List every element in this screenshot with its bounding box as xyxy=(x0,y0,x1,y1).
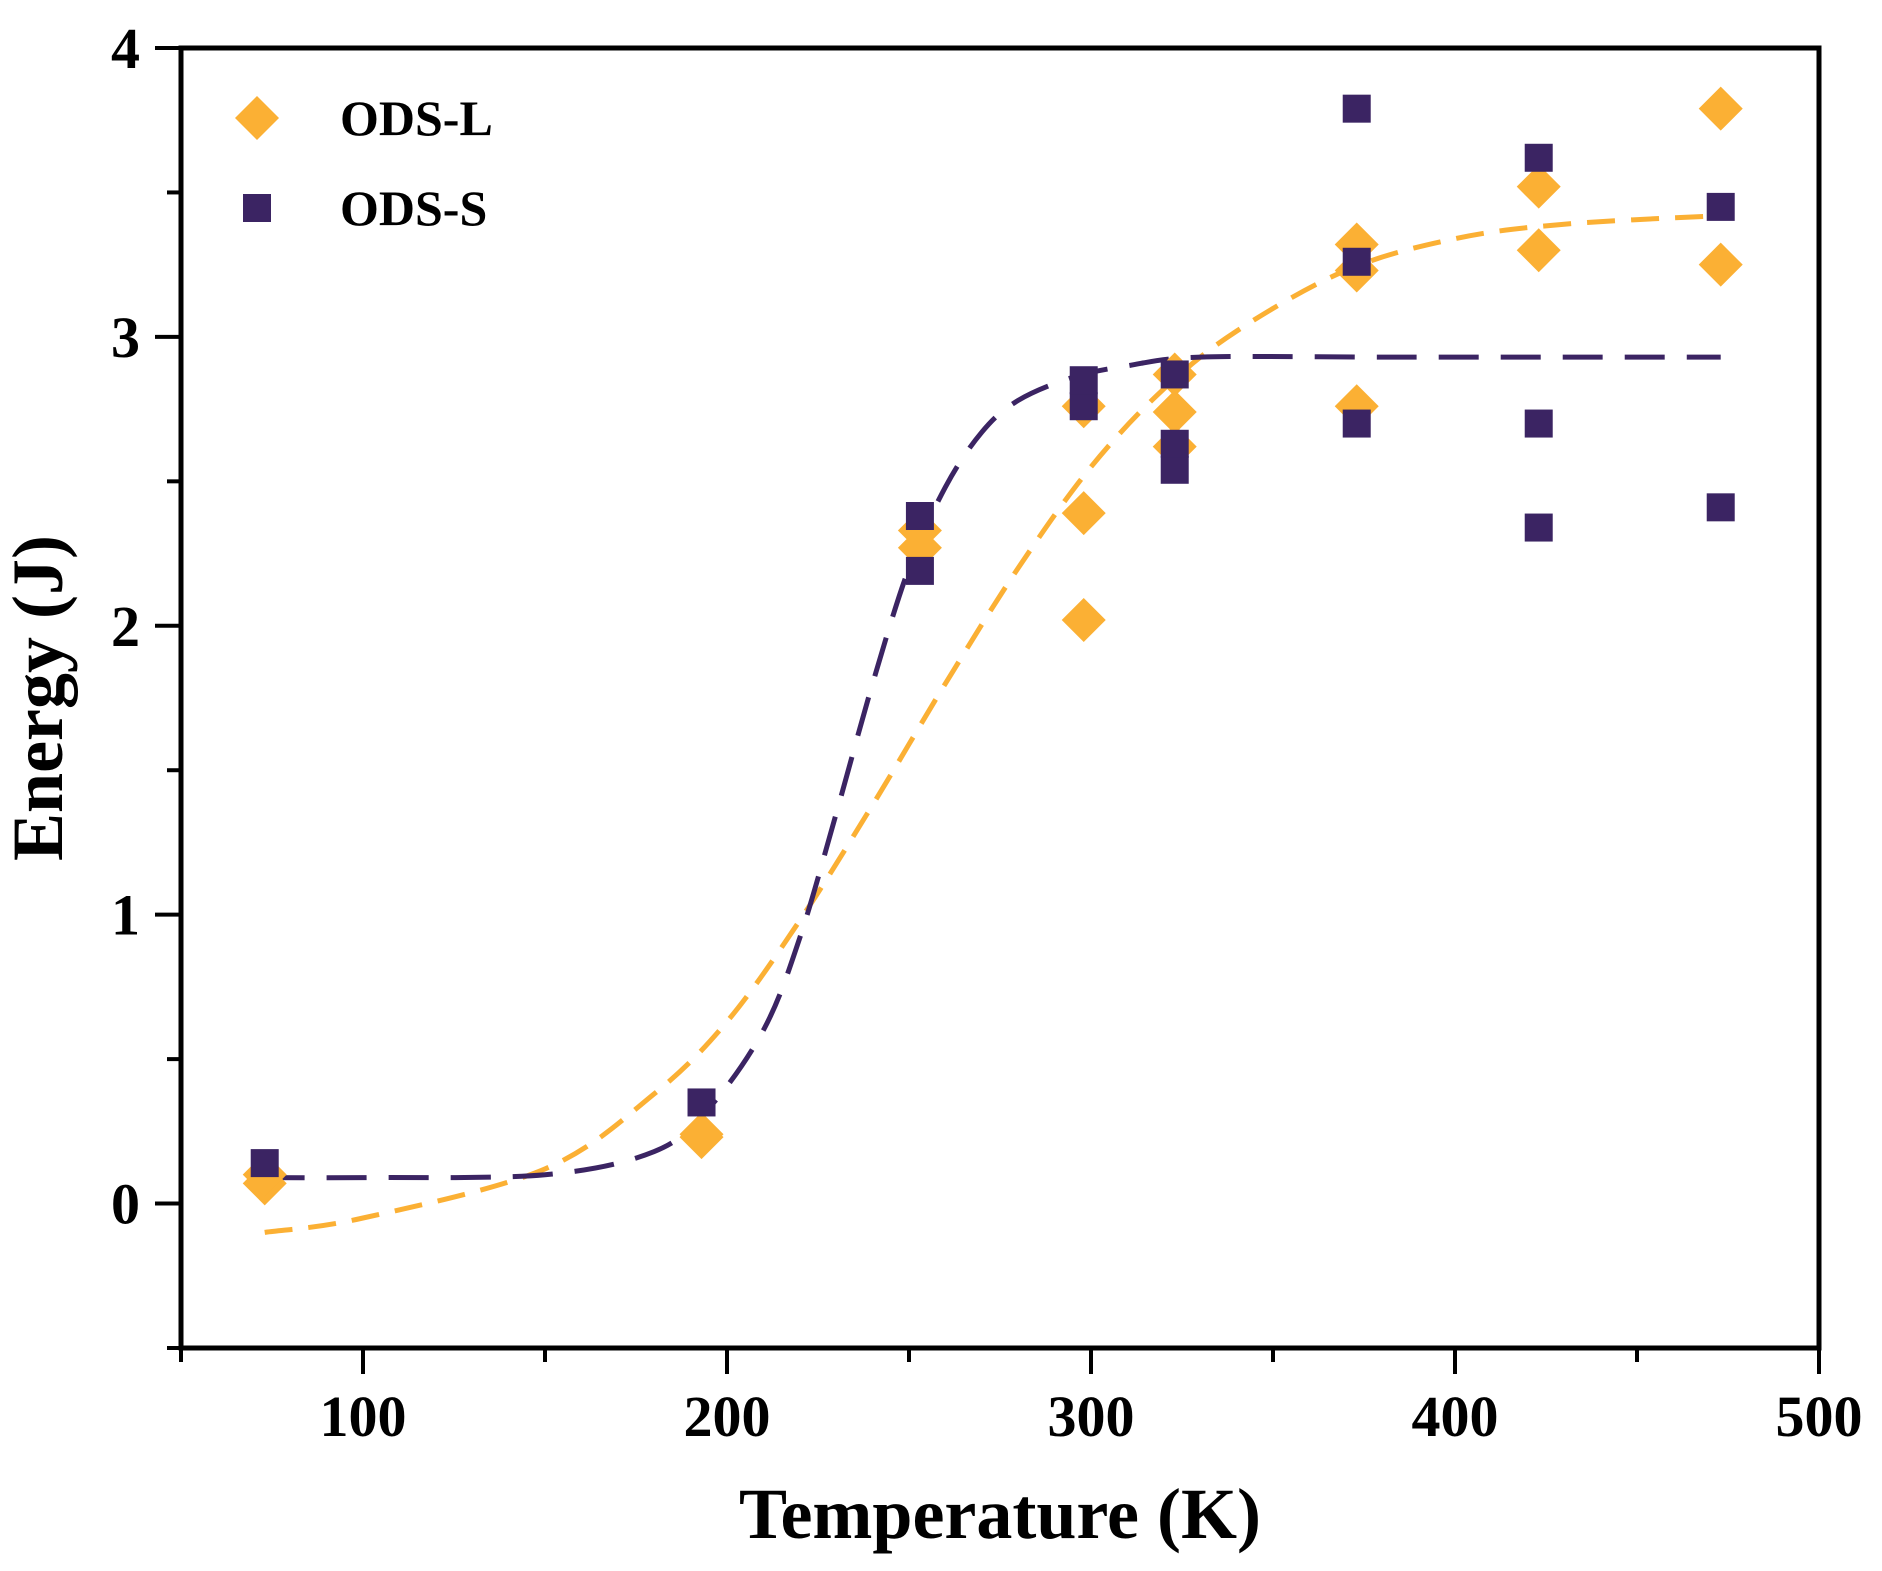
point-ods-l xyxy=(1516,164,1561,209)
x-axis-title: Temperature (K) xyxy=(739,1474,1261,1554)
y-tick-label: 3 xyxy=(111,305,140,370)
x-axis: 100 200 300 400 500 xyxy=(179,1348,1863,1449)
point-ods-s xyxy=(1160,429,1189,458)
point-ods-s xyxy=(1706,192,1735,221)
x-tick-label: 100 xyxy=(320,1384,407,1449)
point-ods-l xyxy=(1152,390,1197,434)
point-ods-s xyxy=(1160,455,1189,484)
legend-marker-ods-l xyxy=(235,96,279,140)
point-ods-s xyxy=(1342,247,1371,276)
point-ods-s xyxy=(687,1088,716,1117)
legend-marker-ods-s xyxy=(243,194,271,222)
legend-label-ods-l: ODS-L xyxy=(340,90,493,146)
x-tick-label: 500 xyxy=(1776,1384,1863,1449)
point-ods-l xyxy=(1061,598,1106,642)
y-tick-label: 4 xyxy=(111,16,140,81)
point-ods-s xyxy=(905,556,934,585)
point-ods-s xyxy=(1342,94,1371,123)
plot-frame xyxy=(178,45,1822,1351)
x-tick-label: 200 xyxy=(684,1384,771,1449)
y-tick-label: 1 xyxy=(111,883,140,948)
point-ods-l xyxy=(1516,228,1561,273)
fit-lines xyxy=(264,213,1721,1235)
y-tick-label: 0 xyxy=(111,1172,140,1237)
point-ods-s xyxy=(1069,392,1098,421)
fit-line-ods-l xyxy=(264,213,1721,1235)
y-tick-label: 2 xyxy=(111,594,140,659)
point-ods-s xyxy=(1524,513,1553,542)
point-ods-s xyxy=(905,502,934,530)
point-ods-l xyxy=(1698,86,1743,131)
y-axis: 0 1 2 3 4 xyxy=(111,16,181,1350)
y-axis-title: Energy (J) xyxy=(0,535,78,861)
point-ods-s xyxy=(1160,360,1189,389)
fit-line-ods-s xyxy=(264,353,1721,1181)
legend-label-ods-s: ODS-S xyxy=(340,180,487,236)
point-ods-l xyxy=(1334,222,1379,267)
x-tick-label: 400 xyxy=(1412,1384,1499,1449)
point-ods-l xyxy=(679,1112,724,1157)
point-ods-s xyxy=(1342,409,1371,438)
data-points xyxy=(242,86,1743,1206)
point-ods-l xyxy=(1698,242,1743,287)
point-ods-s xyxy=(250,1149,279,1178)
x-tick-label: 300 xyxy=(1048,1384,1135,1449)
point-ods-s xyxy=(1524,143,1553,172)
point-ods-s xyxy=(1706,493,1735,522)
point-ods-s xyxy=(1069,366,1098,395)
point-ods-l xyxy=(1061,491,1106,536)
legend: ODS-L ODS-S xyxy=(235,90,493,236)
point-ods-s xyxy=(1524,409,1553,438)
